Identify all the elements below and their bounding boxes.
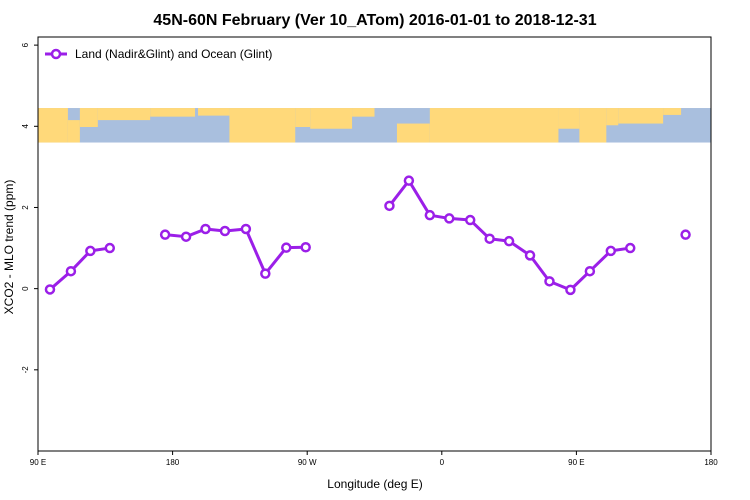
data-point bbox=[180, 231, 192, 242]
data-point bbox=[544, 276, 555, 287]
x-axis-ticks: 90 E 180 90 W 0 90 E 180 bbox=[30, 451, 718, 467]
map-land-patch bbox=[579, 108, 607, 143]
map-land-patch bbox=[198, 108, 230, 116]
map-land-patch bbox=[38, 108, 68, 143]
y-tick-label: 4 bbox=[21, 124, 30, 129]
series-line bbox=[48, 246, 111, 291]
data-point bbox=[484, 233, 495, 244]
legend-marker-swatch bbox=[50, 48, 62, 60]
y-tick-label: -2 bbox=[21, 366, 30, 374]
data-point bbox=[524, 250, 536, 261]
map-land-patch bbox=[67, 120, 80, 143]
x-tick-label: 90 E bbox=[568, 458, 584, 467]
map-land-patch bbox=[396, 123, 430, 143]
data-point bbox=[605, 245, 617, 257]
map-land-patch bbox=[429, 108, 559, 143]
x-tick-label: 0 bbox=[440, 458, 445, 467]
data-point bbox=[240, 223, 252, 235]
chart-title: 45N-60N February (Ver 10_ATom) 2016-01-0… bbox=[153, 12, 596, 29]
map-land-patch bbox=[229, 108, 296, 143]
data-point bbox=[44, 284, 56, 295]
data-point bbox=[281, 242, 292, 253]
y-tick-label: 6 bbox=[21, 42, 30, 47]
series-layer bbox=[44, 175, 691, 296]
map-land-patch bbox=[606, 108, 619, 126]
map-land-patch bbox=[310, 108, 353, 129]
legend-label: Land (Nadir&Glint) and Ocean (Glint) bbox=[75, 47, 272, 61]
data-point bbox=[444, 213, 455, 224]
data-point bbox=[200, 223, 211, 235]
data-point bbox=[565, 284, 576, 296]
map-land-patch bbox=[663, 108, 682, 115]
x-tick-label: 90 W bbox=[298, 458, 317, 467]
data-point bbox=[159, 229, 171, 240]
data-point bbox=[624, 242, 636, 254]
data-point bbox=[65, 265, 77, 277]
y-tick-label: 0 bbox=[21, 286, 30, 291]
data-point bbox=[219, 225, 231, 237]
data-point bbox=[584, 265, 596, 277]
map-land-patch bbox=[352, 108, 375, 117]
map-land bbox=[38, 108, 682, 143]
y-axis-ticks: -2 0 2 4 6 bbox=[21, 42, 38, 373]
x-tick-label: 180 bbox=[704, 458, 718, 467]
legend: Land (Nadir&Glint) and Ocean (Glint) bbox=[45, 47, 272, 61]
map-band bbox=[38, 108, 711, 143]
plot-frame bbox=[37, 36, 712, 452]
map-land-patch bbox=[97, 108, 151, 121]
data-point bbox=[680, 229, 691, 240]
data-point bbox=[260, 268, 271, 279]
map-land-patch bbox=[295, 108, 311, 128]
x-tick-label: 90 E bbox=[30, 458, 46, 467]
map-land-patch bbox=[79, 108, 98, 128]
x-tick-label: 180 bbox=[166, 458, 180, 467]
data-point bbox=[464, 214, 476, 226]
map-land-patch bbox=[558, 108, 580, 129]
data-point bbox=[104, 242, 116, 254]
data-point bbox=[300, 241, 311, 253]
y-tick-label: 2 bbox=[21, 205, 30, 210]
data-point bbox=[424, 209, 436, 221]
data-point bbox=[85, 245, 96, 257]
y-axis-label: XCO2 - MLO trend (ppm) bbox=[2, 180, 16, 315]
map-land-patch bbox=[618, 108, 664, 124]
data-point bbox=[503, 235, 515, 247]
x-axis-label: Longitude (deg E) bbox=[327, 477, 422, 491]
data-point bbox=[384, 200, 395, 212]
data-point bbox=[403, 175, 415, 186]
map-land-patch bbox=[150, 108, 196, 117]
